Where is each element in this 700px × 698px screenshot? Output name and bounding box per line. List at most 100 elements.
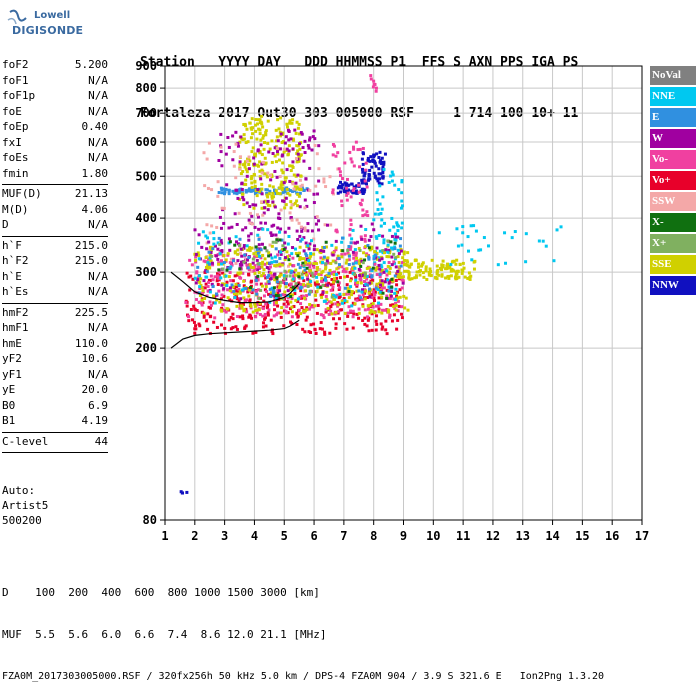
echo-point [382, 286, 386, 290]
echo-point [312, 248, 316, 252]
echo-point [287, 226, 291, 230]
echo-point [324, 265, 328, 269]
echo-point [258, 132, 262, 136]
echo-point [289, 206, 293, 210]
echo-point [394, 301, 398, 305]
logo-text-lowell: Lowell [34, 10, 71, 21]
echo-point [239, 297, 243, 301]
echo-point [306, 244, 310, 248]
echo-point [394, 232, 398, 236]
echo-point [352, 187, 356, 191]
echo-point [276, 152, 280, 156]
echo-point [221, 267, 225, 271]
echo-point [296, 173, 300, 177]
echo-point [238, 315, 242, 319]
param-separator [2, 184, 108, 185]
echo-point [257, 308, 261, 312]
echo-point [186, 314, 190, 318]
echo-point [376, 288, 380, 292]
echo-point [343, 322, 347, 326]
echo-point [413, 276, 417, 280]
echo-point [203, 184, 207, 188]
echo-point [224, 258, 228, 262]
echo-point [361, 170, 365, 174]
echo-point [326, 306, 330, 310]
echo-point [241, 138, 245, 142]
echo-point [252, 269, 256, 273]
echo-point [227, 188, 231, 192]
echo-point [400, 316, 404, 320]
echo-point [298, 245, 302, 249]
echo-point [472, 224, 476, 228]
echo-point [348, 227, 352, 231]
echo-point [258, 175, 262, 179]
echo-point [249, 189, 253, 193]
echo-point [340, 186, 344, 190]
echo-point [273, 278, 277, 282]
echo-point [211, 278, 215, 282]
echo-point [330, 243, 334, 247]
echo-point [303, 268, 307, 272]
echo-point [346, 191, 350, 195]
echo-point [238, 302, 242, 306]
echo-point [253, 267, 257, 271]
echo-point [468, 275, 472, 279]
echo-point [334, 302, 338, 306]
echo-point [401, 279, 405, 283]
echo-point [340, 253, 344, 257]
echo-point [223, 190, 227, 194]
echo-point [190, 263, 194, 267]
echo-point [226, 136, 230, 140]
echo-point [335, 267, 339, 271]
echo-point [265, 265, 269, 269]
echo-point [231, 189, 235, 193]
echo-point [351, 228, 355, 232]
echo-point [308, 242, 312, 246]
echo-point [396, 318, 400, 322]
echo-point [251, 310, 255, 314]
param-separator [2, 452, 108, 453]
echo-point [211, 247, 215, 251]
echo-point [282, 324, 286, 328]
echo-point [375, 177, 379, 181]
echo-point [221, 271, 225, 275]
echo-point [195, 298, 199, 302]
echo-point [363, 258, 367, 262]
param-value: 6.9 [88, 398, 108, 412]
echo-point [259, 282, 263, 286]
echo-point [282, 309, 286, 313]
echo-point [260, 171, 264, 175]
echo-point [297, 157, 301, 161]
echo-point [263, 317, 267, 321]
echo-point [386, 308, 390, 312]
echo-point [219, 323, 223, 327]
echo-point [249, 302, 253, 306]
echo-point [367, 246, 371, 250]
echo-point [207, 250, 211, 254]
echo-point [349, 241, 353, 245]
y-tick-label: 500 [135, 169, 157, 183]
echo-point [396, 296, 400, 300]
echo-point [239, 135, 243, 139]
echo-point [357, 316, 361, 320]
echo-point [378, 258, 382, 262]
echo-point [262, 299, 266, 303]
param-value: 5.200 [74, 58, 108, 71]
echo-point [359, 235, 363, 239]
echo-point [222, 294, 226, 298]
echo-point [288, 121, 292, 125]
echo-point [185, 490, 189, 494]
echo-point [381, 325, 385, 329]
echo-point [399, 264, 403, 268]
echo-point [250, 117, 254, 121]
echo-point [217, 277, 221, 281]
echo-point [246, 157, 250, 161]
echo-point [235, 273, 239, 277]
param-value: N/A [88, 367, 108, 381]
echo-point [367, 257, 371, 261]
echo-point [397, 304, 401, 308]
echo-point [421, 271, 425, 275]
echo-point [332, 273, 336, 277]
echo-point [360, 167, 364, 171]
echo-point [381, 175, 385, 179]
